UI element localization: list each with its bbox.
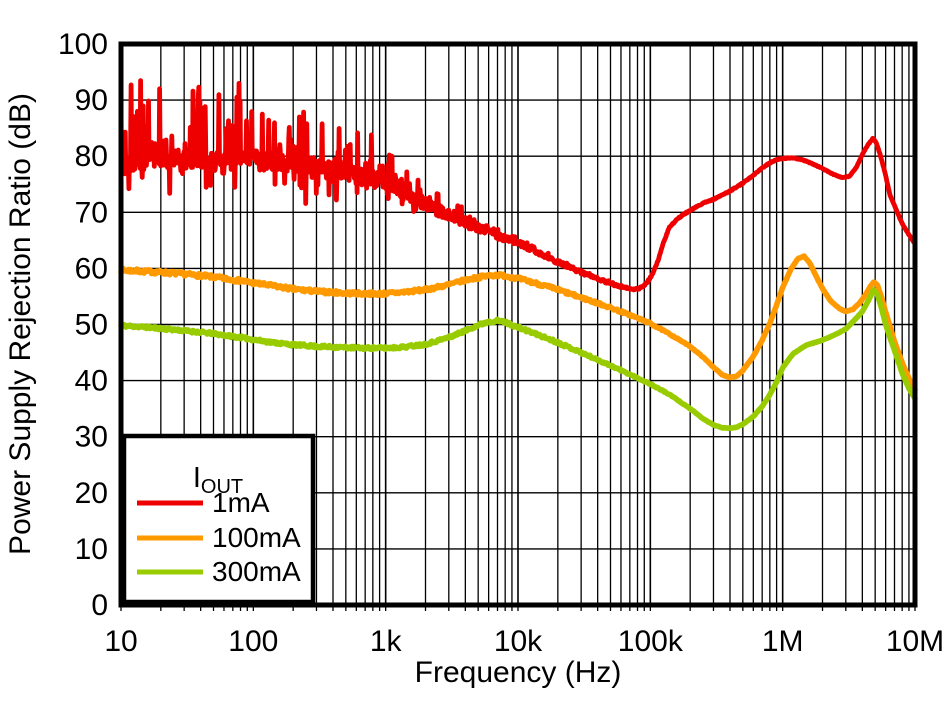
x-tick-label: 100k bbox=[618, 625, 684, 658]
x-tick-label: 1k bbox=[370, 625, 403, 658]
y-tick-label: 10 bbox=[75, 533, 108, 566]
y-axis-tick-labels: 0 10 20 30 40 50 60 70 80 90 100 bbox=[58, 28, 108, 622]
plot-border bbox=[118, 41, 918, 608]
y-tick-label: 90 bbox=[75, 84, 108, 117]
x-axis-title: Frequency (Hz) bbox=[415, 656, 622, 689]
x-tick-label: 10 bbox=[104, 625, 137, 658]
y-tick-label: 60 bbox=[75, 252, 108, 285]
y-tick-label: 50 bbox=[75, 309, 108, 342]
y-tick-label: 0 bbox=[91, 589, 108, 622]
series-curve-300mA bbox=[118, 287, 918, 432]
x-tick-label: 1M bbox=[762, 625, 804, 658]
x-tick-label: 100 bbox=[228, 625, 278, 658]
legend-entry-label: 1mA bbox=[212, 487, 270, 518]
series-curve-100mA bbox=[118, 253, 918, 393]
data-curves bbox=[118, 78, 918, 432]
y-tick-label: 20 bbox=[75, 477, 108, 510]
y-tick-label: 30 bbox=[75, 421, 108, 454]
x-tick-label: 10k bbox=[494, 625, 543, 658]
series-curve-1mA bbox=[118, 78, 918, 293]
x-tick-label: 10M bbox=[886, 625, 944, 658]
y-tick-label: 80 bbox=[75, 140, 108, 173]
y-axis-title: Power Supply Rejection Ratio (dB) bbox=[4, 93, 37, 555]
y-tick-label: 100 bbox=[58, 28, 108, 61]
legend-title: IOUT bbox=[193, 462, 243, 498]
legend-entry-label: 300mA bbox=[212, 556, 301, 587]
legend-entry-label: 100mA bbox=[212, 522, 301, 553]
y-tick-label: 70 bbox=[75, 196, 108, 229]
y-tick-label: 40 bbox=[75, 365, 108, 398]
x-axis-tick-labels: 10 100 1k 10k 100k 1M 10M bbox=[104, 625, 944, 658]
